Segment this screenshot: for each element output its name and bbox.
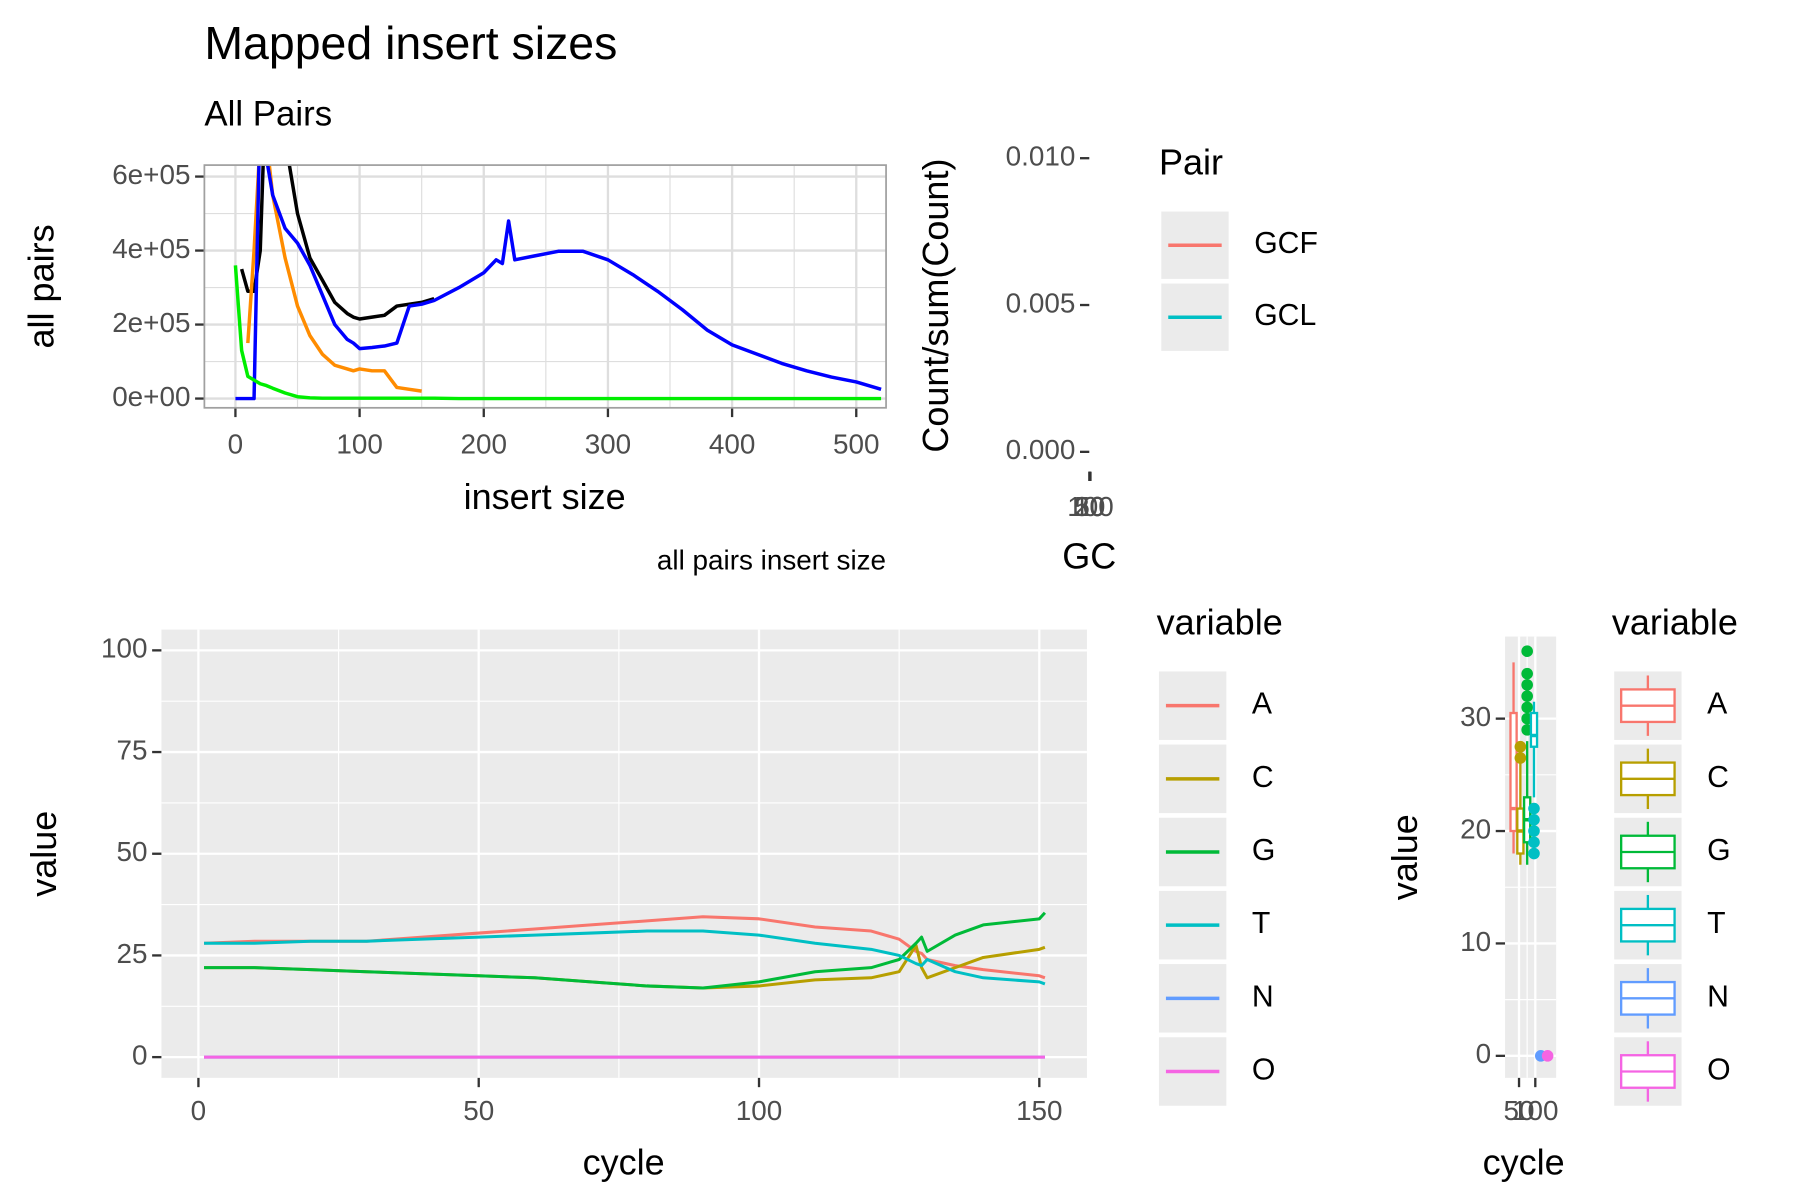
- x-tick-label: 100: [1512, 1095, 1558, 1126]
- y-tick-label: 0: [132, 1039, 148, 1070]
- chart-subtitle: All Pairs: [204, 95, 332, 134]
- x-axis-label: cycle: [1483, 1141, 1565, 1182]
- outlier: [1521, 690, 1533, 702]
- series-line: [204, 911, 1047, 990]
- legend-label: C: [1252, 761, 1274, 794]
- y-tick-label: 50: [116, 836, 147, 867]
- box: [1529, 711, 1539, 748]
- y-tick-label: 10: [1460, 926, 1491, 957]
- legend-label: T: [1707, 907, 1725, 940]
- legend-label: O: [1252, 1053, 1275, 1086]
- outlier: [1521, 645, 1533, 657]
- legend-label: A: [1252, 688, 1273, 721]
- x-tick-label: 10: [1074, 491, 1105, 522]
- x-tick-label: 500: [833, 428, 879, 459]
- plot-layer: [1509, 645, 1554, 1062]
- outlier: [1514, 752, 1527, 764]
- outlier: [1528, 847, 1540, 860]
- outlier: [1521, 701, 1533, 714]
- y-tick-label: 30: [1460, 701, 1491, 732]
- outlier: [1521, 667, 1533, 680]
- x-tick-label: 400: [709, 428, 755, 459]
- y-tick-label: 0: [1476, 1038, 1492, 1069]
- y-tick-label: 100: [101, 633, 147, 664]
- legend-label: N: [1252, 980, 1274, 1013]
- series-line: [233, 265, 882, 401]
- y-tick-label: 6e+05: [112, 159, 190, 190]
- y-tick-label: 75: [116, 734, 147, 765]
- y-tick-label: 0.000: [1006, 434, 1076, 465]
- caption: all pairs insert size: [657, 545, 886, 576]
- outlier: [1528, 802, 1540, 815]
- plot-layer: [203, 911, 1047, 1059]
- y-tick-label: 0.005: [1006, 287, 1076, 318]
- x-tick-label: 100: [736, 1095, 782, 1126]
- legend-title: Pair: [1159, 142, 1223, 183]
- y-tick-label: 4e+05: [112, 233, 190, 264]
- x-tick-label: 100: [1067, 491, 1113, 522]
- series-line: [235, 165, 882, 401]
- panel-border: [203, 164, 887, 409]
- x-tick-label: 50: [463, 1095, 494, 1126]
- legend-label: GCL: [1254, 299, 1316, 332]
- outlier: [1521, 679, 1533, 691]
- y-tick-label: 0.010: [1006, 141, 1076, 172]
- series-line: [204, 929, 1046, 986]
- x-tick-label: 300: [585, 428, 631, 459]
- outlier: [1528, 825, 1540, 837]
- legend-label: GCF: [1254, 227, 1318, 260]
- y-tick-label: 2e+05: [112, 307, 190, 338]
- outlier: [1528, 813, 1540, 826]
- legend-label: C: [1707, 761, 1729, 794]
- series-line: [239, 165, 435, 321]
- chart-title: Mapped insert sizes: [204, 17, 617, 69]
- x-tick-label: 20: [1074, 491, 1105, 522]
- x-tick-label: 150: [1016, 1095, 1062, 1126]
- legend-label: T: [1252, 907, 1270, 940]
- panel-background: [204, 165, 887, 408]
- legend-title: variable: [1157, 601, 1283, 642]
- box: [1509, 711, 1518, 833]
- x-tick-label: 50: [1504, 1095, 1535, 1126]
- y-axis-label: all pairs: [21, 224, 62, 348]
- legend-label: O: [1707, 1053, 1730, 1086]
- legend-title: variable: [1612, 601, 1738, 642]
- outlier: [1514, 740, 1527, 753]
- legend-label: N: [1707, 980, 1729, 1013]
- plot-layer: [233, 165, 882, 401]
- x-tick-label: 50: [1074, 491, 1105, 522]
- x-tick-label: 0: [228, 428, 244, 459]
- x-tick-label: 100: [336, 428, 382, 459]
- legend-label: A: [1707, 688, 1728, 721]
- series-line: [246, 165, 422, 393]
- y-tick-label: 0e+00: [112, 381, 190, 412]
- x-tick-label: 0: [191, 1095, 207, 1126]
- x-axis-label: insert size: [464, 476, 626, 517]
- y-axis-label: value: [23, 811, 64, 897]
- x-tick-label: 200: [461, 428, 507, 459]
- x-axis-label: cycle: [583, 1141, 665, 1182]
- outlier: [1528, 836, 1540, 849]
- y-axis-label: Count/sum(Count): [915, 159, 956, 453]
- box-point: [1541, 1050, 1554, 1062]
- y-tick-label: 20: [1460, 813, 1491, 844]
- legend-label: G: [1252, 834, 1275, 867]
- x-axis-label: GC: [1062, 535, 1116, 576]
- legend-label: G: [1707, 834, 1730, 867]
- y-axis-label: value: [1384, 814, 1425, 900]
- y-tick-label: 25: [116, 938, 147, 969]
